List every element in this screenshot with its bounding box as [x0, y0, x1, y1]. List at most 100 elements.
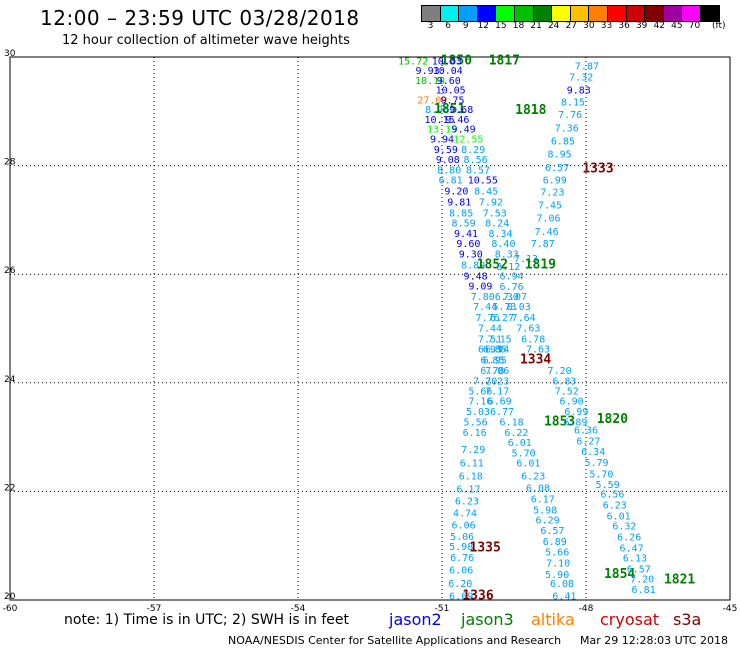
- wave-height-label: 6.94: [485, 345, 509, 356]
- wave-height-label: 7.29: [461, 445, 485, 456]
- wave-height-label: 5.98: [449, 542, 473, 553]
- wave-height-label: 27.09: [417, 95, 447, 106]
- pass-id-label: 1817: [489, 53, 520, 68]
- wave-height-label: 6.56: [600, 490, 624, 501]
- wave-height-label: 7.46: [535, 227, 559, 238]
- wave-height-label: 7.20: [473, 377, 497, 388]
- wave-height-label: 9.75: [441, 95, 465, 106]
- wave-height-label: 9.60: [437, 76, 461, 87]
- wave-height-label: 9.46: [445, 115, 469, 126]
- wave-height-label: 7.32: [569, 73, 593, 84]
- pass-id-label: 1819: [525, 257, 556, 272]
- wave-height-label: 7.10: [546, 559, 570, 570]
- wave-height-label: 9.93: [416, 66, 440, 77]
- wave-height-label: 10.15: [425, 115, 455, 126]
- wave-height-label: 6.81: [632, 585, 656, 596]
- scale-label: 36: [618, 21, 630, 31]
- wave-height-label: 6.20: [448, 579, 472, 590]
- wave-height-label: 10.04: [433, 66, 463, 77]
- wave-height-label: 9.09: [468, 282, 492, 293]
- wave-height-label: 6.23: [603, 500, 627, 511]
- wave-height-label: 7.44: [478, 323, 502, 334]
- wave-height-label: 7.51: [478, 334, 502, 345]
- wave-height-label: 6.77: [490, 407, 514, 418]
- wave-height-label: 7.76: [558, 110, 582, 121]
- wave-height-label: 7.13: [514, 254, 538, 265]
- wave-height-label: 7.36: [555, 124, 579, 135]
- wave-height-label: 6.76: [450, 553, 474, 564]
- wave-height-label: 6.27: [576, 436, 600, 447]
- map-subtitle: 12 hour collection of altimeter wave hei…: [62, 33, 350, 48]
- scale-label: 45: [671, 21, 683, 31]
- pass-id-label: 1820: [597, 412, 628, 427]
- scale-label: 9: [462, 21, 469, 31]
- pass-id-label: 1336: [462, 589, 493, 604]
- pass-id-label: 1853: [544, 414, 575, 429]
- lat-tick-label: 26: [4, 266, 16, 276]
- wave-height-label: 7.64: [512, 313, 536, 324]
- wave-height-label: 6.36: [574, 425, 598, 436]
- wave-height-label: 5.06: [450, 532, 474, 543]
- wave-height-label: 10.05: [436, 86, 466, 97]
- wave-height-label: 7.07: [503, 292, 527, 303]
- lat-tick-label: 30: [4, 49, 16, 59]
- wave-height-label: 8.80: [437, 165, 461, 176]
- wave-height-label: 9.59: [434, 145, 458, 156]
- wave-height-label: 6.17: [456, 485, 480, 496]
- wave-height-label: 9.48: [464, 271, 488, 282]
- wave-height-label: 6.29: [536, 516, 560, 527]
- wave-height-label: 8.12: [496, 262, 520, 273]
- wave-height-label: 7.23: [540, 188, 564, 199]
- pass-id-label: 1851: [434, 102, 465, 117]
- wave-height-label: 9.60: [456, 239, 480, 250]
- lat-tick-label: 24: [4, 375, 16, 385]
- wave-height-label: 6.23: [455, 497, 479, 508]
- wave-height-label: 6.99: [543, 176, 567, 187]
- wave-height-label: 6.17: [531, 494, 555, 505]
- wave-height-label: 6.94: [500, 271, 524, 282]
- wave-height-label: 6.69: [488, 397, 512, 408]
- wave-height-label: 10.55: [468, 176, 498, 187]
- credit-text: NOAA/NESDIS Center for Satellite Applica…: [228, 634, 562, 647]
- wave-height-label: 5.90: [545, 570, 569, 581]
- wave-height-label: 6.89: [543, 537, 567, 548]
- wave-height-label: 8.24: [485, 219, 509, 230]
- scale-label: 39: [635, 21, 648, 31]
- wave-height-label: 10.03: [432, 56, 462, 67]
- legend-altika: altika: [531, 610, 575, 629]
- wave-height-label: 6.89: [563, 417, 587, 428]
- wave-height-label: 5.79: [585, 458, 609, 469]
- wave-height-label: 8.29: [461, 145, 485, 156]
- scale-label: 42: [653, 21, 666, 31]
- wave-height-label: 6.85: [480, 355, 504, 366]
- wave-height-label: 8.95: [548, 150, 572, 161]
- wave-height-label: 7.87: [575, 62, 599, 73]
- wave-height-label: 7.44: [473, 302, 497, 313]
- wave-height-label: 7.80: [471, 292, 495, 303]
- wave-height-label: 6.13: [623, 554, 647, 565]
- wave-height-label: 7.06: [485, 366, 509, 377]
- legend-s3a: s3a: [673, 610, 702, 629]
- pass-id-label: 1335: [470, 540, 501, 555]
- wave-height-label: 13.15: [427, 125, 457, 136]
- wave-height-label: 7.23: [485, 377, 509, 388]
- wave-height-label: 6.11: [460, 459, 484, 470]
- wave-height-label: 6.85: [483, 345, 507, 356]
- wave-height-label: 6.57: [540, 526, 564, 537]
- wave-height-label: 6.34: [581, 447, 605, 458]
- wave-height-label: 8.33: [495, 250, 519, 261]
- wave-height-label: 8.59: [452, 219, 476, 230]
- wave-height-label: 8.03: [507, 302, 531, 313]
- wave-height-label: 15.72: [398, 56, 428, 67]
- wave-height-label: 6.26: [617, 532, 641, 543]
- pass-id-label: 1854: [604, 567, 635, 582]
- wave-height-label: 5.66: [545, 548, 569, 559]
- scale-label: 30: [583, 21, 595, 31]
- wave-height-label: 5.70: [512, 448, 536, 459]
- wave-height-label: 6.41: [552, 592, 576, 603]
- wave-height-label: 9.83: [567, 86, 591, 97]
- wave-height-label: 6.08: [526, 484, 550, 495]
- wave-height-label: 7.92: [479, 197, 503, 208]
- map-title: 12:00 – 23:59 UTC 03/28/2018: [40, 6, 360, 30]
